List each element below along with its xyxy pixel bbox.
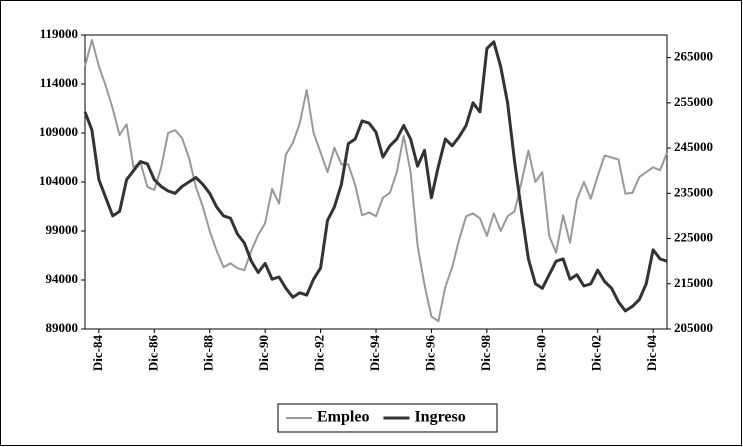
legend-label: Ingreso — [414, 409, 465, 426]
y-tick-label: 99000 — [46, 222, 79, 237]
y2-tick-label: 225000 — [674, 230, 713, 245]
x-tick-label: Dic-96 — [422, 335, 437, 372]
x-tick-label: Dic-84 — [90, 335, 105, 372]
x-tick-label: Dic-00 — [533, 335, 548, 371]
x-tick-label: Dic-90 — [256, 335, 271, 371]
x-tick-label: Dic-92 — [312, 335, 327, 371]
series-line — [84, 38, 668, 323]
y-tick-label: 94000 — [46, 271, 79, 286]
y-tick-label: 119000 — [40, 26, 78, 41]
y-tick-label: 114000 — [40, 75, 78, 90]
x-tick-label: Dic-94 — [367, 335, 382, 372]
y2-tick-label: 265000 — [674, 49, 713, 64]
x-tick-label: Dic-04 — [644, 335, 659, 372]
x-tick-label: Dic-98 — [478, 335, 493, 372]
x-tick-label: Dic-88 — [201, 335, 216, 372]
y-tick-label: 89000 — [46, 320, 79, 335]
series-line — [83, 40, 668, 313]
y2-tick-label: 235000 — [674, 184, 713, 199]
x-tick-label: Dic-86 — [145, 335, 160, 372]
y2-tick-label: 255000 — [674, 94, 713, 109]
y2-tick-label: 245000 — [674, 139, 713, 154]
y2-tick-label: 205000 — [674, 320, 713, 335]
x-tick-label: Dic-02 — [589, 335, 604, 371]
legend-label: Empleo — [317, 409, 369, 426]
y2-tick-label: 215000 — [674, 275, 713, 290]
y-tick-label: 104000 — [39, 173, 78, 188]
legend-box — [277, 403, 498, 433]
y-tick-label: 109000 — [39, 124, 78, 139]
